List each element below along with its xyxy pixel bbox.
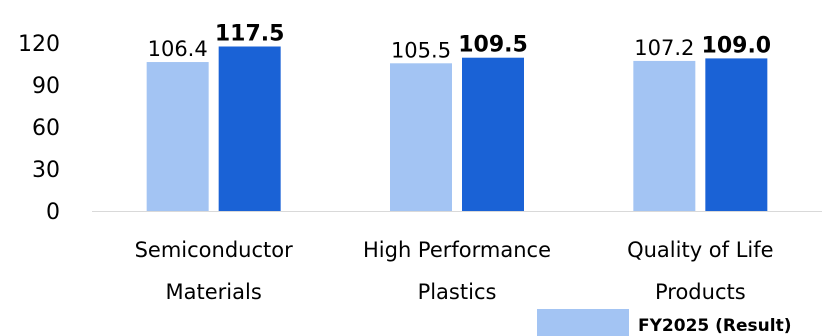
category-labels: Semiconductor Materials High Performance Pl… [135,238,774,304]
category-label: High Performance [363,238,551,262]
data-label-series-1-1: 106.4 [148,37,208,61]
data-labels: 106.4 105.5 107.2 117.5 109.5 109.0 [148,22,772,63]
y-axis-ticks: 0 30 60 90 120 [18,32,60,225]
bar-series-1-2 [390,63,452,211]
legend-swatch-fy2025-result [537,309,629,336]
data-label-series-2-3: 109.0 [702,33,772,58]
bar-series-1-3 [633,60,696,211]
bar-series-2-2 [462,57,524,212]
y-tick-label: 60 [32,116,60,141]
y-tick-label: 90 [32,74,60,99]
category-label: Materials [166,280,262,304]
category-label: Semiconductor [135,238,294,262]
bar-series-1-1 [146,62,209,211]
category-label: Quality of Life [627,238,773,262]
data-label-series-1-2: 105.5 [391,38,451,62]
bar-series-2-1 [218,46,281,211]
y-tick-label: 120 [18,32,60,57]
legend-label-fy2025-result: FY2025 (Result) [638,316,792,336]
category-label: Plastics [418,280,497,304]
data-label-series-2-2: 109.5 [458,33,528,58]
y-tick-label: 30 [32,158,60,183]
legend: FY2025 (Result) [537,309,792,336]
y-tick-label: 0 [46,200,60,225]
data-label-series-2-1: 117.5 [215,22,285,47]
bar-series-2-3 [705,58,768,212]
data-label-series-1-3: 107.2 [634,36,694,60]
category-label: Products [655,280,746,304]
bars [146,46,768,212]
